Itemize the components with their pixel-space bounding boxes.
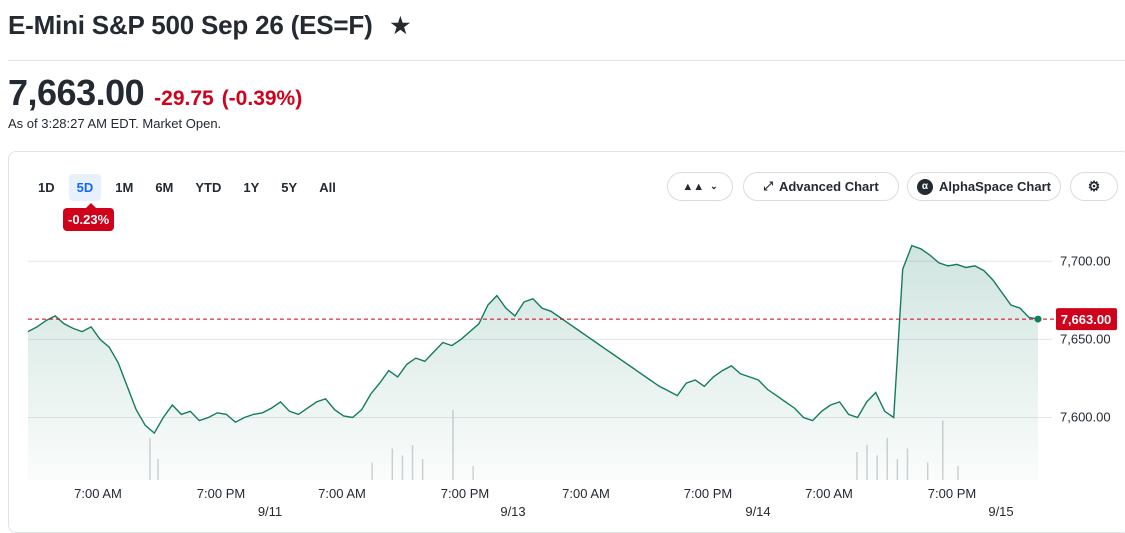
alphaspace-chart-label: AlphaSpace Chart (939, 179, 1051, 194)
x-tick-label: 7:00 PM (197, 486, 245, 501)
price-line (27, 244, 1039, 435)
alphaspace-icon: α (917, 178, 933, 195)
current-price: 7,663.00 (8, 72, 145, 113)
price-change: -29.75 (154, 87, 214, 110)
quote-header: E-Mini S&P 500 Sep 26 (ES=F) ★ (8, 10, 410, 41)
as-of-timestamp: As of 3:28:27 AM EDT. Market Open. (8, 116, 222, 131)
range-selector: 1D 5D 1M 6M YTD 1Y 5Y All (30, 174, 350, 201)
date-label: 9/11 (258, 504, 282, 519)
advanced-chart-label: Advanced Chart (778, 179, 879, 194)
quote-price-row: 7,663.00 -29.75 (-0.39%) (8, 72, 302, 114)
date-label: 9/13 (500, 504, 525, 519)
date-label: 9/14 (745, 504, 770, 519)
range-1y[interactable]: 1Y (243, 180, 260, 195)
price-chart: 7,600.00 7,650.00 7,700.00 7:00 AM 7:00 PM 7… (27, 244, 1117, 519)
range-1m[interactable]: 1M (115, 180, 134, 195)
x-tick-label: 7:00 PM (928, 486, 976, 501)
gear-icon: ⚙ (1087, 178, 1101, 194)
ticker-title: E-Mini S&P 500 Sep 26 (ES=F) (8, 10, 373, 40)
range-ytd[interactable]: YTD (195, 180, 222, 195)
advanced-chart-button[interactable]: ⤢ Advanced Chart (743, 172, 899, 201)
divider (8, 60, 1125, 61)
price-tag (1056, 308, 1117, 331)
price-tag-label: 7,663.00 (1061, 312, 1112, 327)
y-tick-label: 7,700.00 (1060, 253, 1111, 268)
x-tick-label: 7:00 AM (318, 486, 366, 501)
range-5d[interactable]: 5D (68, 174, 102, 201)
mountain-chart-icon: ▲▲ (682, 180, 705, 193)
x-tick-label: 7:00 PM (684, 486, 732, 501)
star-icon[interactable]: ★ (390, 12, 411, 38)
y-tick-label: 7,650.00 (1060, 331, 1111, 346)
x-tick-label: 7:00 AM (562, 486, 610, 501)
range-5y[interactable]: 5Y (281, 180, 298, 195)
x-tick-label: 7:00 AM (805, 486, 853, 501)
range-change-badge: -0.23% (63, 203, 115, 231)
page-title: E-Mini S&P 500 Sep 26 (ES=F) ★ (8, 10, 410, 41)
range-all[interactable]: All (319, 180, 336, 195)
settings-button[interactable]: ⚙ (1070, 172, 1118, 201)
range-1d[interactable]: 1D (38, 180, 55, 195)
alphaspace-chart-button[interactable]: α AlphaSpace Chart (907, 172, 1061, 201)
chevron-down-icon: ⌄ (710, 181, 718, 191)
x-tick-label: 7:00 AM (74, 486, 122, 501)
date-label: 9/15 (988, 504, 1013, 519)
last-price-dot (1034, 315, 1042, 323)
range-6m[interactable]: 6M (155, 180, 174, 195)
y-tick-label: 7,600.00 (1060, 410, 1111, 425)
expand-icon: ⤢ (763, 179, 773, 193)
x-tick-label: 7:00 PM (441, 486, 489, 501)
price-area (28, 245, 1038, 480)
price-change-percent: (-0.39%) (221, 87, 303, 110)
chart-type-button[interactable]: ▲▲ ⌄ (667, 172, 733, 201)
